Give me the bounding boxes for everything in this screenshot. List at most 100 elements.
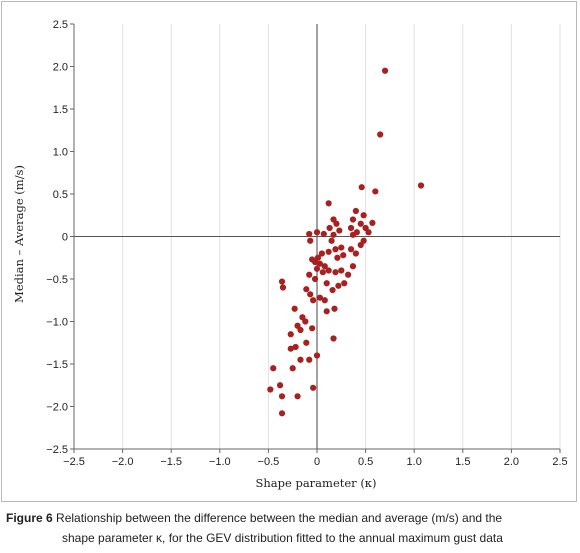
x-tick-label: 1.0: [407, 456, 422, 468]
y-tick-label: −2.0: [46, 402, 68, 414]
x-tick-label: 2.0: [504, 456, 519, 468]
x-tick-label: −1.5: [160, 456, 182, 468]
data-point: [331, 305, 338, 312]
data-point: [365, 229, 372, 236]
data-point: [325, 200, 332, 207]
data-point: [278, 410, 286, 417]
data-point: [310, 297, 317, 304]
data-point: [287, 345, 294, 352]
y-tick-label: −0.5: [46, 274, 68, 286]
caption-line-2: shape parameter κ, for the GEV distribut…: [62, 531, 503, 545]
data-point: [333, 220, 340, 227]
scatter-plot: −2.5 −2.0 −1.5 −1.0 −0.5 0 0.5 1.0 1.5 2.0 2.5 2.5 2…: [12, 19, 568, 490]
data-point: [341, 280, 348, 287]
data-point: [306, 356, 313, 363]
data-point: [330, 335, 337, 342]
data-point: [326, 224, 333, 232]
data-point: [307, 291, 314, 298]
x-tick-label: −2.0: [112, 456, 134, 468]
data-point: [352, 250, 359, 257]
data-point: [319, 269, 326, 276]
data-point: [372, 188, 379, 195]
data-point: [347, 224, 355, 232]
y-tick-label: 2.5: [53, 19, 68, 31]
data-point: [332, 246, 339, 253]
data-point: [349, 216, 357, 223]
data-point: [377, 131, 384, 138]
y-tick-label: 1.0: [53, 147, 68, 159]
data-point: [323, 308, 330, 315]
x-tick-label: −2.5: [63, 456, 85, 468]
data-point: [417, 182, 425, 189]
data-point: [360, 212, 367, 219]
data-point: [303, 286, 310, 293]
y-tick-label: 0.5: [53, 189, 68, 201]
data-point: [338, 267, 345, 274]
data-point: [340, 252, 347, 259]
data-point: [278, 278, 286, 285]
data-point: [306, 271, 313, 278]
caption-line-1: Relationship between the difference betw…: [52, 511, 503, 525]
data-point: [381, 67, 389, 74]
data-point: [321, 263, 328, 270]
data-point: [270, 365, 277, 372]
data-point: [347, 246, 355, 253]
data-point: [349, 231, 357, 238]
x-tick-label: 0.5: [358, 456, 373, 468]
data-point: [311, 258, 319, 266]
data-point: [303, 339, 310, 346]
y-tick-label: −1.5: [46, 359, 68, 371]
data-point: [352, 207, 359, 215]
y-tick-label: 0: [62, 232, 68, 244]
x-tick-label: −1.0: [209, 456, 231, 468]
data-point: [307, 237, 314, 244]
y-tick-label: 1.5: [53, 104, 68, 116]
x-tick-label: 1.5: [455, 456, 470, 468]
data-point: [292, 343, 299, 351]
data-point: [332, 269, 339, 276]
data-point: [328, 237, 335, 244]
y-axis-label: Median – Average (m/s): [12, 165, 26, 303]
data-point: [287, 331, 294, 338]
data-point: [321, 297, 328, 304]
caption-figure-label: Figure 6: [6, 511, 53, 525]
x-tick-label: 0: [314, 456, 320, 468]
data-point: [289, 365, 296, 372]
data-point: [310, 384, 317, 391]
data-point: [320, 230, 327, 238]
data-point: [294, 393, 301, 400]
data-point: [316, 260, 324, 267]
data-point: [297, 356, 304, 363]
data-point: [349, 263, 357, 270]
data-point: [357, 241, 364, 249]
data-point: [316, 294, 324, 301]
data-point: [318, 250, 325, 257]
data-points: [267, 67, 425, 417]
data-point: [329, 286, 336, 294]
figure-frame: −2.5 −2.0 −1.5 −1.0 −0.5 0 0.5 1.0 1.5 2.0 2.5 2.5 2…: [1, 1, 577, 502]
data-point: [335, 282, 342, 289]
data-point: [267, 386, 274, 393]
data-point: [334, 254, 341, 261]
figure-caption: Figure 6 Relationship between the differ…: [6, 508, 576, 548]
data-point: [369, 219, 376, 226]
data-point: [309, 325, 316, 332]
data-point: [276, 382, 284, 389]
data-point: [302, 318, 309, 325]
data-point: [358, 184, 365, 191]
tick-labels: −2.5 −2.0 −1.5 −1.0 −0.5 0 0.5 1.0 1.5 2.0 2.5 2.5 2…: [46, 19, 567, 468]
x-tick-label: −0.5: [258, 456, 280, 468]
data-point: [306, 230, 313, 238]
data-point: [330, 231, 337, 238]
y-tick-label: −2.5: [46, 444, 68, 456]
data-point: [345, 271, 352, 278]
data-point: [336, 227, 343, 234]
data-point: [278, 393, 286, 400]
data-point: [313, 229, 321, 236]
data-point: [357, 220, 364, 227]
data-point: [325, 267, 332, 274]
x-axis-label: Shape parameter (κ): [256, 476, 377, 490]
x-tick-label: 2.5: [552, 456, 567, 468]
y-tick-label: 2.0: [53, 62, 68, 74]
data-point: [313, 352, 321, 359]
